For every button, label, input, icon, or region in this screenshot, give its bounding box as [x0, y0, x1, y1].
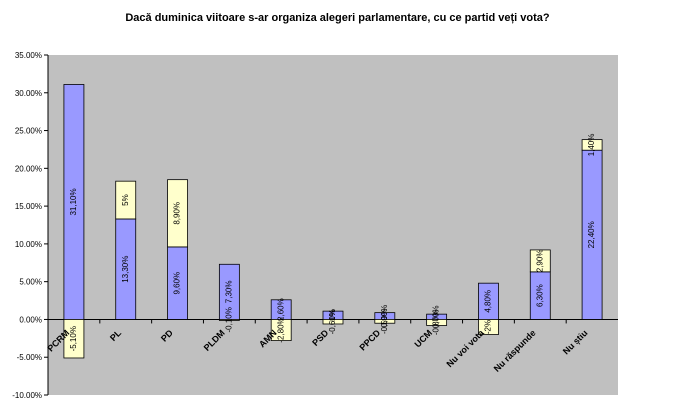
data-label: 31,10% — [69, 188, 78, 215]
y-tick-label: 35.00% — [15, 51, 42, 60]
y-tick-label: -5.00% — [17, 353, 42, 362]
data-label: 5% — [121, 194, 130, 206]
bar-nu-știu-s1 — [581, 139, 603, 151]
plot-area — [48, 55, 618, 395]
y-tick-label: 25.00% — [15, 127, 42, 136]
data-label: 6,30% — [535, 284, 544, 307]
y-tick-label: 0.00% — [19, 315, 42, 324]
bar-nu-voi-vota-s1 — [478, 319, 499, 335]
bar-ucm-s1 — [426, 319, 448, 326]
data-label: 2,60% — [276, 298, 285, 321]
y-tick-label: 5.00% — [19, 278, 42, 287]
data-label: 0,90% — [380, 305, 389, 328]
bar-pl-s1 — [115, 180, 137, 220]
y-tick-label: 10.00% — [15, 240, 42, 249]
bar-psd-s1 — [322, 319, 344, 325]
data-label: 1% — [328, 310, 337, 322]
data-label: -0,80% — [432, 310, 441, 335]
bar-amn-s1 — [270, 319, 292, 342]
data-label: 9,60% — [173, 272, 182, 295]
bar-ppcd-s1 — [374, 319, 396, 324]
bar-nu-răspunde-s1 — [529, 249, 551, 273]
data-label: 1,40% — [587, 134, 596, 157]
data-label: 22,40% — [587, 221, 596, 248]
data-label: -0,10% — [224, 307, 233, 332]
bar-pldm-s1 — [218, 319, 240, 321]
data-label: 8,90% — [173, 202, 182, 225]
bar-pd-s1 — [167, 179, 188, 248]
data-label: -2,80% — [276, 317, 285, 342]
data-label: -0,60% — [328, 309, 337, 334]
data-label: 4,80% — [484, 290, 493, 313]
bar-pcrm-s1 — [63, 319, 85, 359]
y-tick-label: 30.00% — [15, 89, 42, 98]
data-label: 7,30% — [224, 281, 233, 304]
y-tick-label: 20.00% — [15, 164, 42, 173]
chart-title: Dacă duminica viitoare s-ar organiza ale… — [125, 12, 550, 24]
data-label: 13,30% — [121, 256, 130, 283]
data-label: 0,70% — [432, 305, 441, 328]
data-label: -5,10% — [69, 326, 78, 351]
y-tick-label: 15.00% — [15, 202, 42, 211]
data-label: -0,50% — [380, 309, 389, 334]
data-label: 2,90% — [535, 250, 544, 273]
data-label: -2% — [484, 320, 493, 334]
y-tick-label: -10.00% — [12, 391, 42, 400]
